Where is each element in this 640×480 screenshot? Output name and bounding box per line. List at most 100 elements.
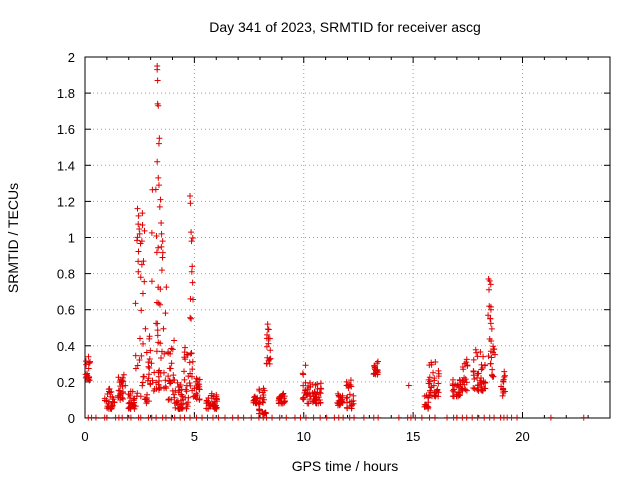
data-point: [134, 362, 141, 369]
data-point: [135, 221, 142, 228]
data-point: [297, 414, 304, 421]
data-point: [140, 340, 147, 347]
data-point: [486, 277, 493, 284]
data-point: [179, 404, 186, 411]
data-point: [157, 196, 164, 203]
data-point: [203, 398, 210, 405]
data-point: [148, 278, 155, 285]
data-point: [86, 377, 93, 384]
data-point: [208, 392, 215, 399]
data-point: [479, 364, 486, 371]
data-point: [157, 384, 164, 391]
data-point: [371, 370, 378, 377]
data-point: [159, 238, 166, 245]
data-point: [139, 221, 146, 228]
data-point: [264, 321, 271, 328]
data-point: [155, 102, 162, 109]
data-point: [256, 399, 263, 406]
data-point: [235, 414, 242, 421]
data-point: [222, 414, 228, 421]
data-point: [350, 392, 357, 399]
data-point: [276, 414, 283, 421]
data-point: [145, 375, 152, 382]
data-point: [260, 394, 267, 401]
data-point: [248, 414, 255, 421]
data-point: [372, 364, 379, 371]
data-point: [435, 380, 442, 387]
data-point: [259, 409, 266, 416]
data-point: [138, 261, 145, 268]
data-point: [116, 392, 123, 399]
data-point: [283, 414, 290, 421]
data-point: [189, 235, 196, 242]
data-point: [474, 374, 481, 381]
data-point: [474, 414, 481, 421]
y-tick-label: 1: [68, 231, 75, 246]
data-point: [292, 414, 298, 421]
data-point: [480, 378, 487, 385]
data-point: [85, 353, 92, 360]
data-point: [334, 399, 341, 406]
data-point: [211, 402, 218, 409]
data-point: [111, 398, 118, 405]
data-point: [188, 268, 195, 275]
data-point: [194, 392, 201, 399]
data-point: [120, 395, 127, 402]
data-point: [314, 389, 321, 396]
data-point: [117, 383, 124, 390]
data-point: [153, 320, 160, 327]
data-point: [266, 335, 273, 342]
data-point: [84, 370, 91, 377]
data-point: [339, 398, 346, 405]
data-point: [187, 382, 194, 389]
data-point: [155, 244, 162, 251]
data-point: [165, 350, 172, 357]
data-point: [264, 354, 271, 361]
y-tick-label: 1.2: [57, 194, 75, 209]
data-point: [306, 396, 313, 403]
axis-ticks: 00.20.40.60.811.21.41.61.820 5 10 15 20: [57, 50, 610, 444]
data-point: [82, 374, 89, 381]
data-points: [82, 63, 587, 421]
data-point: [140, 373, 147, 380]
data-point: [479, 387, 486, 394]
data-point: [189, 358, 196, 365]
data-point: [146, 333, 153, 340]
data-point: [263, 360, 270, 367]
data-point: [469, 414, 476, 421]
data-point: [115, 387, 122, 394]
data-point: [188, 229, 195, 236]
data-point: [343, 404, 350, 411]
data-point: [485, 353, 492, 360]
data-point: [187, 200, 194, 207]
data-point: [190, 296, 197, 303]
data-point: [154, 66, 161, 73]
data-point: [154, 158, 161, 165]
data-point: [265, 357, 272, 364]
data-point: [426, 414, 433, 421]
data-point: [168, 360, 175, 367]
y-tick-label: 0.2: [57, 375, 75, 390]
data-point: [426, 392, 433, 399]
data-point: [103, 397, 110, 404]
data-point: [474, 353, 481, 360]
data-point: [163, 385, 170, 392]
data-point: [315, 394, 322, 401]
data-point: [158, 230, 165, 237]
data-point: [435, 389, 442, 396]
data-point: [171, 337, 178, 344]
data-point: [427, 389, 434, 396]
data-point: [347, 403, 354, 410]
data-point: [473, 349, 480, 356]
x-tick-label: 10: [297, 429, 311, 444]
data-point: [514, 414, 521, 421]
data-point: [135, 258, 142, 265]
data-point: [117, 391, 124, 398]
data-point: [412, 414, 419, 421]
data-point: [147, 381, 154, 388]
data-point: [157, 286, 164, 293]
data-point: [135, 212, 142, 219]
data-point: [474, 384, 481, 391]
data-point: [122, 382, 129, 389]
data-point: [127, 414, 134, 421]
